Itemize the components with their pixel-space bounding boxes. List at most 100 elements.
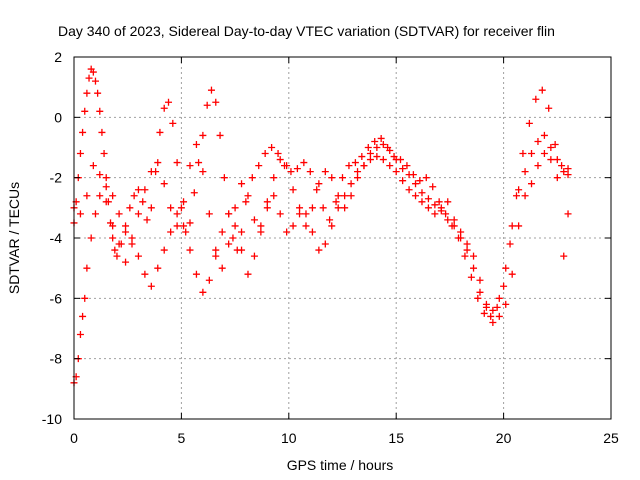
data-point	[76, 150, 84, 158]
data-point	[502, 300, 510, 308]
data-point	[274, 150, 282, 158]
data-point	[482, 303, 490, 311]
data-point	[287, 168, 295, 176]
data-point	[154, 159, 162, 167]
data-point	[190, 189, 198, 197]
data-point	[560, 168, 568, 176]
data-point	[371, 137, 379, 145]
data-point	[296, 204, 304, 212]
data-point	[186, 162, 194, 170]
data-point	[306, 168, 314, 176]
data-point	[225, 210, 233, 218]
data-point	[334, 204, 342, 212]
data-point	[83, 192, 91, 200]
data-point	[102, 198, 110, 206]
data-point	[96, 192, 104, 200]
data-point	[220, 174, 228, 182]
y-tick-label: -10	[42, 411, 62, 427]
data-point	[547, 144, 555, 151]
data-point	[283, 228, 291, 236]
data-point	[289, 186, 297, 194]
data-point	[532, 95, 540, 103]
data-point	[495, 294, 503, 302]
data-point	[332, 198, 340, 206]
data-point	[547, 156, 555, 164]
data-point	[373, 144, 381, 151]
data-point	[89, 68, 97, 76]
data-point	[91, 77, 99, 85]
y-tick-labels: -10 -8 -6 -4 -2 0 2	[42, 49, 62, 427]
data-point	[134, 252, 142, 260]
series-trace-b	[70, 150, 572, 387]
data-point	[242, 198, 250, 206]
data-point	[192, 140, 200, 148]
data-point	[79, 312, 87, 320]
data-point	[405, 171, 413, 179]
data-point	[502, 264, 510, 272]
data-point	[81, 107, 89, 115]
data-point	[139, 198, 147, 206]
data-point	[377, 134, 385, 142]
data-point	[91, 210, 99, 218]
data-point	[470, 264, 478, 272]
data-point	[354, 174, 362, 182]
data-point	[225, 240, 233, 248]
data-point	[442, 210, 450, 218]
data-point	[180, 198, 188, 206]
data-point	[416, 177, 424, 185]
data-point	[257, 222, 265, 230]
data-point	[379, 156, 387, 164]
data-point	[347, 180, 355, 188]
data-point	[263, 198, 271, 206]
data-point	[257, 228, 265, 236]
data-point	[89, 162, 97, 170]
data-point	[83, 264, 91, 272]
data-point	[500, 282, 508, 290]
series-trace-a	[70, 65, 572, 320]
data-point	[351, 159, 359, 167]
data-point	[160, 246, 168, 254]
data-point	[122, 228, 130, 236]
data-point	[293, 165, 301, 173]
data-point	[534, 137, 542, 145]
data-point	[296, 210, 304, 218]
data-point	[113, 252, 121, 260]
data-point	[109, 234, 117, 242]
data-point	[147, 168, 155, 176]
data-point	[386, 147, 394, 155]
data-point	[534, 162, 542, 170]
data-point	[405, 186, 413, 194]
data-point	[173, 222, 181, 230]
data-point	[364, 144, 372, 151]
data-point	[467, 273, 475, 281]
data-point	[76, 210, 84, 218]
data-point	[270, 174, 278, 182]
data-point	[412, 192, 420, 200]
data-point	[141, 270, 149, 278]
data-point	[238, 180, 246, 188]
data-point	[302, 210, 310, 218]
data-point	[450, 216, 458, 224]
data-point	[270, 192, 278, 200]
data-point	[109, 192, 117, 200]
data-point	[76, 331, 84, 339]
data-point	[366, 156, 374, 164]
data-point	[111, 246, 119, 254]
data-point	[180, 222, 188, 230]
data-point	[403, 162, 411, 170]
data-point	[319, 204, 327, 212]
data-point	[96, 171, 104, 179]
data-point	[489, 318, 497, 326]
data-point	[100, 150, 108, 158]
data-point	[199, 131, 207, 139]
data-point	[379, 140, 387, 148]
data-point	[463, 246, 471, 254]
data-point	[173, 210, 181, 218]
data-point	[366, 150, 374, 158]
x-tick-label: 5	[178, 430, 186, 446]
data-point	[212, 246, 220, 254]
y-tick-label: -8	[50, 351, 63, 367]
data-point	[186, 246, 194, 254]
data-point	[302, 222, 310, 230]
data-point	[392, 168, 400, 176]
